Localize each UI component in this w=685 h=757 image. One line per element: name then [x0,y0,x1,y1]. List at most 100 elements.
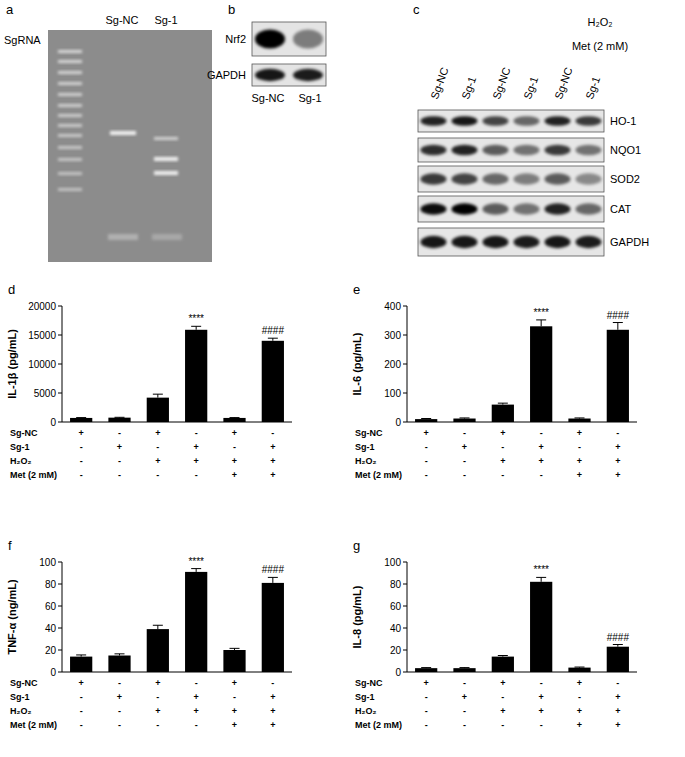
error-stem [272,577,273,583]
lane-label: Sg-NC [490,66,513,101]
ladder-band [58,60,82,63]
condition-mark: - [156,692,159,702]
condition-mark: - [80,470,83,480]
y-tick [403,422,407,423]
blot-strip [418,138,604,162]
blot-strip [418,196,604,222]
error-cap [575,667,585,668]
blot-band [513,173,539,184]
blot-strip [252,22,326,56]
blot-row-label: GAPDH [207,69,246,81]
condition-label: Sg-NC [355,678,383,688]
treatment-label: H₂O₂ [587,16,612,28]
gel-band [152,234,182,240]
y-tick-label: 100 [39,557,56,568]
condition-mark: + [462,692,467,702]
bar [223,650,245,672]
significance: #### [262,564,285,575]
condition-mark: + [232,706,237,716]
blot-band [482,145,508,156]
error-cap [230,417,240,418]
condition-mark: - [463,470,466,480]
condition-mark: - [578,442,581,452]
significance: #### [262,325,285,336]
gel-title: SgRNA [4,34,41,46]
y-tick-label: 20 [390,645,402,656]
error-cap [268,577,278,578]
significance: **** [533,564,549,575]
y-tick-label: 0 [395,667,401,678]
ladder-band [58,82,82,85]
condition-mark: + [155,456,160,466]
panel-c: cH₂O₂Met (2 mM)Sg-NCSg-1Sg-NCSg-1Sg-NCSg… [413,2,649,256]
condition-mark: - [425,692,428,702]
condition-mark: + [577,678,582,688]
y-tick-label: 400 [384,301,401,312]
error-cap [230,648,240,649]
error-bar [153,625,163,629]
bar-chart: d05000100001500020000IL-1β (pg/mL)****##… [6,282,292,480]
condition-mark: + [539,442,544,452]
condition-mark: + [500,428,505,438]
panel-letter: a [6,2,14,17]
condition-mark: + [194,706,199,716]
y-tick [58,650,62,651]
blot-band [451,236,477,248]
error-bar [153,394,163,397]
lane-label: Sg-1 [298,92,321,104]
condition-label: Sg-1 [10,692,30,702]
condition-mark: + [155,706,160,716]
y-tick-label: 100 [384,557,401,568]
y-tick [58,562,62,563]
blot-band [544,145,570,156]
marks [70,569,284,672]
bar [530,582,552,672]
error-bar [191,569,201,572]
bar [607,647,629,672]
lane-label: Sg-NC [552,66,575,101]
y-tick-label: 40 [45,623,57,634]
condition-mark: - [118,456,121,466]
condition-mark: + [270,706,275,716]
bar [607,330,629,422]
condition-mark: - [463,706,466,716]
error-cap [115,653,125,654]
blot-band [420,203,446,214]
y-tick-label: 60 [390,601,402,612]
condition-mark: - [80,442,83,452]
significance: **** [533,307,549,318]
condition-mark: - [463,720,466,730]
bar [415,419,437,422]
bar-chart: f020406080100TNF-α (ng/mL)****####Sg-NC+… [6,538,292,730]
bar [185,330,207,422]
error-bar [575,667,585,669]
condition-mark: - [195,428,198,438]
condition-mark: + [424,428,429,438]
condition-mark: - [425,706,428,716]
condition-mark: - [156,720,159,730]
condition-mark: - [118,470,121,480]
bar [147,398,169,422]
significance: **** [188,556,204,567]
blot-band [513,145,539,156]
y-tick-label: 15000 [28,330,56,341]
y-axis [407,562,408,672]
y-tick-label: 80 [45,579,57,590]
condition-mark: - [425,456,428,466]
y-tick-label: 0 [50,667,56,678]
condition-mark: + [232,720,237,730]
condition-mark: + [615,692,620,702]
condition-mark: - [156,470,159,480]
gel-band [110,131,136,135]
y-tick [58,306,62,307]
condition-mark: - [540,428,543,438]
condition-mark: + [500,706,505,716]
y-tick-label: 40 [390,623,402,634]
condition-mark: + [577,706,582,716]
blot-band [513,236,539,248]
condition-mark: - [271,428,274,438]
condition-mark: - [425,720,428,730]
y-axis-label: IL-8 (pg/mL) [351,585,363,648]
panel-letter: d [8,282,15,297]
condition-mark: + [462,442,467,452]
